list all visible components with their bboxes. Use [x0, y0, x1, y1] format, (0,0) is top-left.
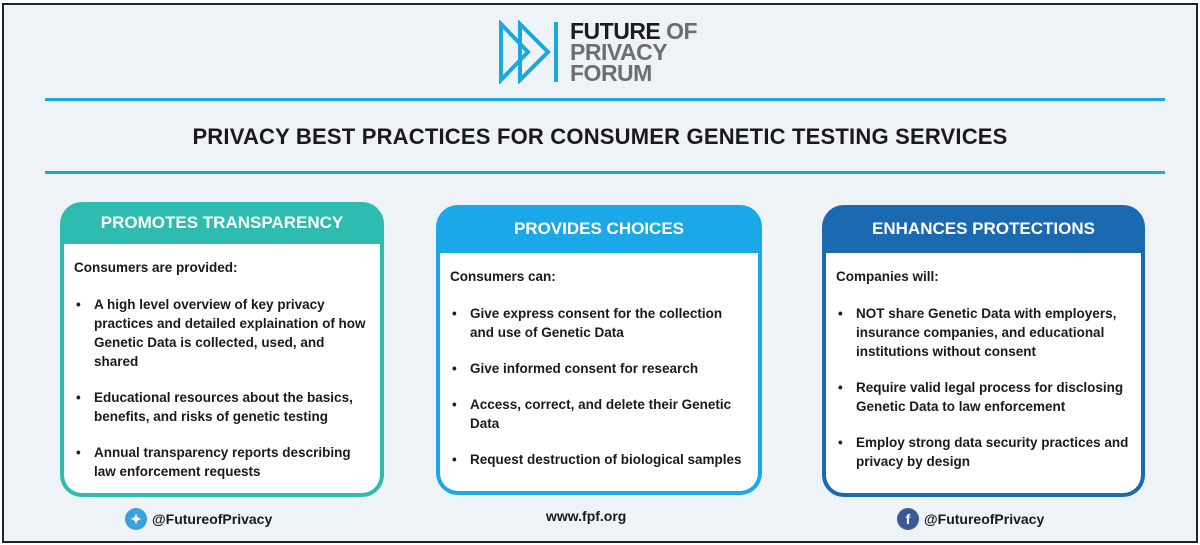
divider-bottom — [45, 171, 1165, 174]
card-choices: PROVIDES CHOICES Consumers can: Give exp… — [436, 205, 762, 495]
card-intro: Consumers can: — [450, 269, 556, 284]
card-protections: ENHANCES PROTECTIONS Companies will: NOT… — [822, 205, 1145, 497]
facebook-handle: @FutureofPrivacy — [924, 511, 1045, 527]
logo-text: FUTURE OF PRIVACY FORUM — [570, 17, 698, 86]
facebook-icon: f — [897, 508, 919, 530]
fpf-logo: FUTURE OF PRIVACY FORUM — [498, 17, 698, 86]
card-heading: PROMOTES TRANSPARENCY — [100, 213, 344, 232]
list-item: Employ strong data security practices an… — [836, 433, 1131, 471]
website-url: www.fpf.org — [546, 508, 627, 524]
logo-forum: FORUM — [570, 59, 652, 86]
twitter-icon: ✦ — [125, 508, 147, 530]
list-item: Give express consent for the collection … — [450, 304, 748, 342]
list-item: NOT share Genetic Data with employers, i… — [836, 304, 1131, 361]
list-item: Educational resources about the basics, … — [74, 388, 370, 426]
list-item: Require valid legal process for disclosi… — [836, 378, 1131, 416]
card-heading: PROVIDES CHOICES — [513, 219, 685, 238]
card-transparency: PROMOTES TRANSPARENCY Consumers are prov… — [60, 202, 384, 497]
divider-top — [45, 98, 1165, 101]
list-item: Annual transparency reports describing l… — [74, 443, 370, 481]
facebook-link[interactable]: f @FutureofPrivacy — [897, 508, 1044, 530]
card-intro: Consumers are provided: — [74, 260, 238, 275]
list-item: Access, correct, and delete their Geneti… — [450, 395, 748, 433]
twitter-link[interactable]: ✦ @FutureofPrivacy — [125, 508, 272, 530]
logo-future: FUTURE — [570, 17, 661, 44]
card-heading: ENHANCES PROTECTIONS — [872, 219, 1095, 238]
page-title: PRIVACY BEST PRACTICES FOR CONSUMER GENE… — [192, 124, 1008, 149]
list-item: Give informed consent for research — [450, 359, 748, 378]
twitter-handle: @FutureofPrivacy — [152, 511, 273, 527]
logo-of: OF — [666, 17, 698, 44]
list-item: Request destruction of biological sample… — [450, 450, 748, 469]
logo-privacy: PRIVACY — [570, 38, 668, 65]
list-item: A high level overview of key privacy pra… — [74, 295, 370, 371]
fast-forward-icon — [499, 20, 558, 84]
card-intro: Companies will: — [836, 269, 939, 284]
website-link[interactable]: www.fpf.org — [546, 508, 626, 524]
